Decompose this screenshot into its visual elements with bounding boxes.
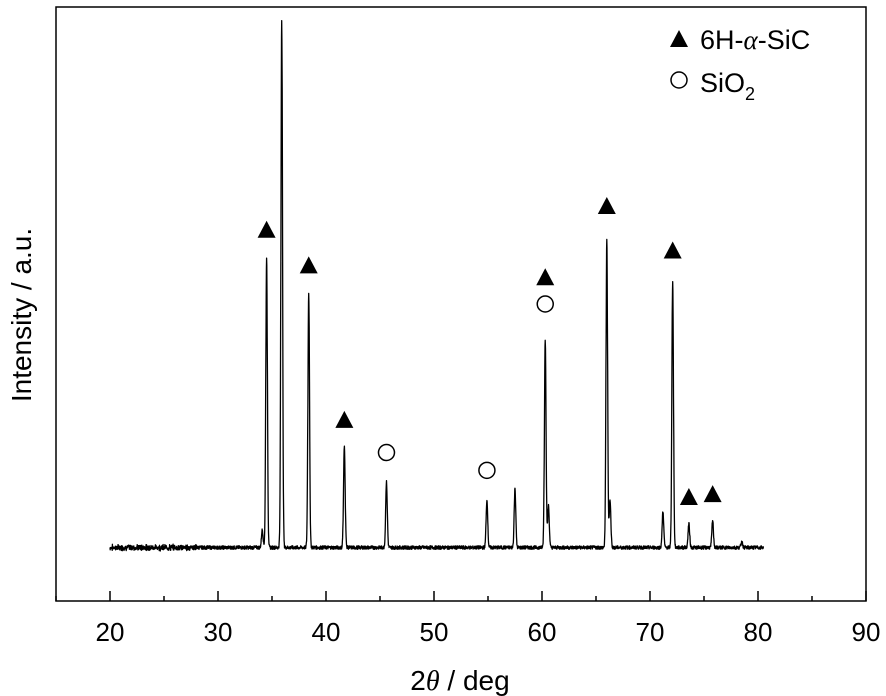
legend-sic-prefix: 6H- (700, 25, 744, 55)
sic-peak-marker (299, 256, 318, 274)
sic-peak-marker (703, 485, 722, 503)
sic-peak-marker (536, 268, 555, 286)
legend: 6H-α-SiC SiO2 (670, 25, 810, 104)
sic-peak-marker (679, 488, 698, 506)
legend-triangle-marker (670, 30, 688, 47)
x-tick-label: 30 (204, 617, 233, 647)
legend-sio2-subscript: 2 (745, 84, 755, 104)
legend-circle-marker (670, 71, 688, 89)
x-tick-label: 50 (420, 617, 449, 647)
sic-peak-marker (257, 220, 276, 238)
sio2-peak-marker (377, 443, 396, 462)
y-axis-label: Intensity / a.u. (6, 228, 37, 402)
x-axis-label-theta: θ (426, 666, 440, 696)
x-tick-label: 80 (744, 617, 773, 647)
legend-label-sic: 6H-α-SiC (700, 25, 810, 55)
diffraction-pattern-line (109, 19, 765, 552)
x-axis-tick-labels: 20 30 40 50 60 70 80 90 (96, 617, 881, 647)
sio2-peak-marker (478, 461, 496, 480)
peak-markers (257, 196, 722, 506)
legend-sio2-base: SiO (700, 68, 745, 98)
x-tick-label: 60 (528, 617, 557, 647)
x-axis-label: 2θ / deg (410, 665, 509, 696)
x-tick-label: 90 (852, 617, 881, 647)
legend-label-sio2: SiO2 (700, 68, 755, 104)
legend-sic-suffix: -SiC (758, 25, 811, 55)
x-axis-label-prefix: 2 (410, 665, 426, 696)
x-axis-label-unit: / deg (440, 665, 510, 696)
sic-peak-marker (663, 241, 682, 259)
x-tick-label: 20 (96, 617, 125, 647)
x-tick-label: 40 (312, 617, 341, 647)
legend-sic-alpha: α (744, 25, 759, 55)
sic-peak-marker (335, 410, 354, 428)
x-tick-label: 70 (636, 617, 665, 647)
plot-frame (55, 6, 867, 602)
sio2-peak-marker (536, 295, 554, 313)
sic-peak-marker (597, 196, 616, 214)
x-axis-ticks (55, 591, 867, 601)
